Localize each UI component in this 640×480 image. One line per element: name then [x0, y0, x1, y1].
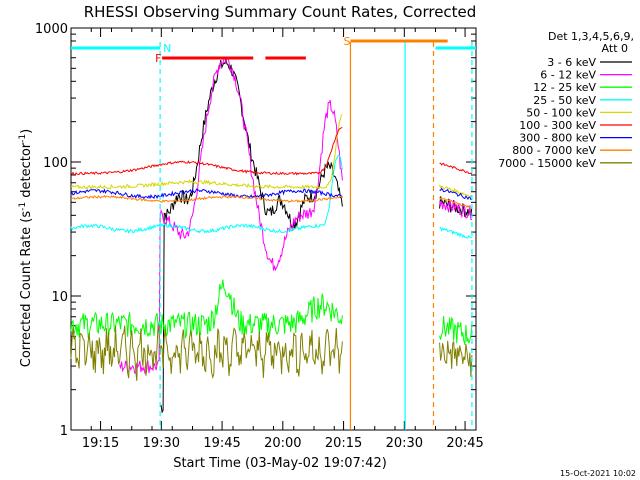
flag-label: N [163, 42, 171, 55]
x-tick-label: 20:00 [264, 436, 301, 451]
series-line [70, 113, 473, 199]
legend-header: Det 1,3,4,5,6,9, [548, 30, 634, 43]
timestamp: 15-Oct-2021 10:02 [560, 469, 636, 478]
y-tick-label: 10 [51, 290, 68, 305]
legend-label: 800 - 7000 keV [512, 144, 596, 157]
x-tick-label: 19:15 [82, 436, 119, 451]
series-line [159, 58, 473, 414]
legend-label: 6 - 12 keV [540, 69, 596, 82]
legend-label: 7000 - 15000 keV [498, 157, 596, 170]
series-line [70, 194, 473, 210]
legend-label: 50 - 100 keV [526, 106, 596, 119]
y-tick-label: 1 [60, 424, 68, 439]
x-tick-label: 20:30 [386, 436, 423, 451]
y-tick-label: 100 [43, 156, 68, 171]
legend-label: 3 - 6 keV [547, 56, 596, 69]
flag-label: F [155, 52, 161, 65]
x-axis-label: Start Time (03-May-02 19:07:42) [173, 456, 387, 471]
flag-label: S [343, 35, 350, 48]
series-line [119, 56, 472, 375]
series-line [70, 187, 473, 201]
series-line [70, 127, 473, 176]
series-line [70, 154, 472, 239]
legend-label: 100 - 300 keV [519, 119, 596, 132]
series-line [70, 279, 473, 345]
legend-subheader: Att 0 [602, 42, 628, 55]
x-tick-label: 19:45 [203, 436, 240, 451]
x-tick-label: 20:45 [446, 436, 483, 451]
legend-label: 12 - 25 keV [533, 81, 596, 94]
y-tick-label: 1000 [35, 22, 68, 37]
plot-area: 1 10 100 1000 19:15 19:30 19:45 20:00 20:15 20:30… [35, 22, 484, 451]
x-tick-label: 19:30 [143, 436, 180, 451]
x-tick-label: 20:15 [325, 436, 362, 451]
legend-label: 25 - 50 keV [533, 94, 596, 107]
chart-title: RHESSI Observing Summary Count Rates, Co… [84, 3, 477, 21]
legend-label: 300 - 800 keV [519, 132, 596, 145]
series-line [70, 324, 473, 381]
y-axis-label: Corrected Count Rate (s-1 detector-1) [18, 129, 34, 367]
